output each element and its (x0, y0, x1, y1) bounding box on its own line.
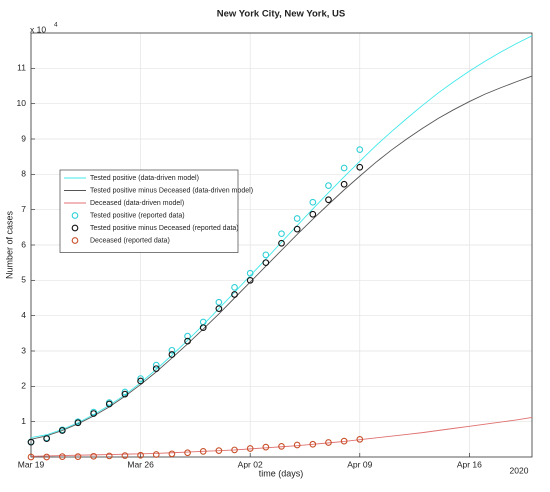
y-tick-label: 9 (21, 133, 26, 143)
data-point (246, 445, 254, 452)
series-line (30, 416, 533, 457)
data-point (231, 284, 238, 291)
data-point (356, 163, 364, 171)
y-tick-label: 8 (21, 169, 26, 179)
data-point (27, 438, 35, 446)
data-point (58, 453, 66, 460)
x-tick-label: Apr 09 (347, 459, 372, 469)
data-point (231, 446, 238, 454)
y-multiplier-exponent: 4 (54, 22, 58, 29)
data-point (293, 225, 301, 233)
chart-title: New York City, New York, US (217, 9, 345, 20)
data-point (74, 453, 82, 460)
series-line (30, 75, 533, 440)
data-point (199, 324, 207, 332)
data-point (152, 451, 160, 458)
legend-label: Deceased (reported data) (90, 237, 170, 244)
axes-box (30, 32, 533, 458)
data-point (27, 453, 35, 461)
data-point (184, 337, 191, 345)
x-tick-label: Mar 26 (127, 459, 154, 469)
data-point (168, 351, 176, 358)
data-point (340, 164, 348, 172)
data-point (231, 291, 238, 298)
x-tick-label: Mar 19 (18, 459, 45, 469)
data-point (340, 437, 348, 445)
data-point (309, 210, 317, 218)
data-point (121, 390, 129, 398)
y-tick-label: 7 (21, 204, 26, 214)
data-point (168, 450, 176, 458)
y-multiplier-base: x 10 (30, 24, 46, 34)
data-point (105, 452, 113, 460)
data-point (246, 269, 254, 277)
data-point (137, 377, 144, 385)
y-tick-label: 3 (21, 345, 26, 355)
legend-marker (71, 212, 79, 219)
data-point (43, 435, 51, 442)
data-point (215, 305, 223, 312)
legend-label: Tested positive (reported data) (90, 212, 185, 219)
legend-label: Tested positive minus Deceased (reported… (90, 225, 239, 232)
data-point (184, 449, 191, 457)
data-point (58, 427, 66, 434)
data-point (43, 453, 51, 461)
y-tick-label: 11 (17, 63, 26, 73)
legend-box (59, 169, 239, 253)
data-point (262, 259, 270, 267)
data-point (340, 180, 348, 188)
data-point (309, 440, 317, 448)
y-tick-label: 5 (21, 275, 26, 285)
data-point (137, 451, 144, 459)
x-axis-label: time (days) (259, 468, 304, 478)
data-point (356, 146, 364, 153)
data-point (246, 276, 254, 284)
data-point (90, 410, 97, 417)
data-point (293, 441, 301, 449)
y-tick-label: 10 (17, 98, 27, 108)
data-point (199, 447, 207, 455)
data-point (215, 447, 223, 454)
data-point (309, 198, 317, 206)
data-point (74, 419, 82, 427)
data-point (325, 439, 332, 446)
data-point (105, 400, 113, 408)
legend-label: Tested positive minus Deceased (data-dri… (90, 187, 253, 194)
legend-marker (71, 224, 79, 232)
y-tick-label: 6 (21, 239, 26, 249)
data-point (121, 452, 129, 459)
data-point (356, 435, 364, 443)
data-point (168, 346, 176, 354)
y-tick-label: 1 (21, 416, 26, 426)
data-point (152, 361, 160, 369)
x-tick-label: Apr 16 (457, 459, 482, 469)
y-tick-label: 4 (21, 310, 26, 320)
legend-marker (71, 237, 79, 244)
data-point (137, 375, 144, 382)
x-year-label: 2020 (510, 465, 529, 475)
data-point (325, 182, 332, 189)
data-point (293, 215, 301, 222)
data-point (152, 365, 160, 373)
legend-label: Deceased (data-driven model) (90, 200, 184, 207)
legend-label: Tested positive (data-driven model) (90, 175, 199, 182)
data-point (90, 452, 97, 460)
data-point (262, 251, 270, 259)
data-point (278, 239, 285, 247)
data-point (121, 388, 129, 396)
data-point (278, 230, 285, 238)
data-point (278, 443, 285, 450)
data-point (215, 298, 223, 306)
data-point (262, 443, 270, 451)
y-axis-label: Number of cases (4, 210, 14, 279)
data-point (184, 332, 191, 340)
data-point (325, 196, 332, 204)
series-line (30, 35, 533, 439)
x-tick-label: Apr 02 (238, 459, 263, 469)
y-tick-label: 2 (21, 381, 26, 391)
